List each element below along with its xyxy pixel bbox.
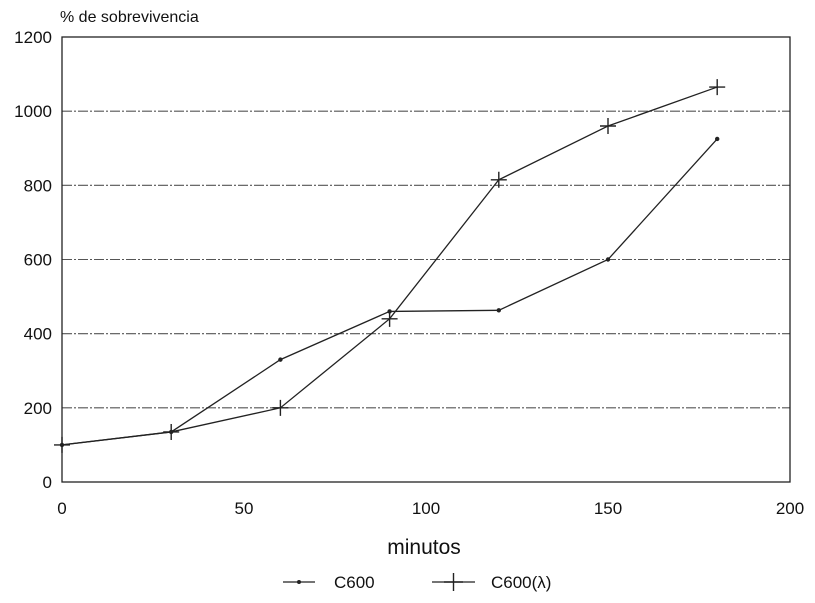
data-point-c600-lambda: [709, 79, 726, 96]
data-point-c600-lambda: [272, 399, 289, 416]
x-tick-label: 0: [57, 499, 66, 518]
dot-marker-icon: [297, 580, 301, 584]
data-point-c600: [496, 308, 501, 313]
data-point-c600-lambda: [54, 436, 70, 453]
y-tick-label: 600: [24, 251, 52, 270]
legend-item-c600-lambda: C600(λ): [432, 573, 551, 592]
y-tick-labels: 0 200 400 600 800 1000 1200: [14, 28, 52, 492]
legend-item-c600: C600: [283, 573, 375, 592]
data-point-c600: [605, 257, 611, 262]
y-axis-label: % de sobrevivencia: [60, 9, 199, 26]
legend: C600 C600(λ): [283, 573, 551, 592]
y-tick-label: 1000: [14, 102, 52, 121]
legend-label-c600: C600: [334, 573, 375, 592]
data-point-c600: [715, 136, 720, 142]
data-point-c600-lambda: [490, 171, 507, 188]
y-tick-label: 1200: [14, 28, 52, 47]
plus-marker-icon: [444, 573, 463, 591]
data-point-c600: [278, 357, 283, 362]
series-line-c600-lambda: [61, 86, 718, 446]
x-axis-label: minutos: [387, 536, 461, 559]
legend-label-c600-lambda: C600(λ): [491, 573, 551, 592]
y-tick-label: 200: [24, 399, 52, 418]
x-tick-label: 200: [776, 499, 804, 518]
y-tick-label: 800: [24, 176, 52, 195]
x-tick-labels: 0 50 100 150 200: [57, 499, 804, 518]
y-tick-label: 400: [24, 325, 52, 344]
data-point-c600-lambda: [600, 118, 616, 134]
y-tick-label: 0: [43, 473, 52, 492]
data-point-c600-lambda: [163, 423, 180, 440]
series-group: [54, 79, 726, 453]
x-tick-label: 100: [412, 499, 440, 518]
x-tick-label: 150: [594, 499, 622, 518]
data-point-c600-lambda: [381, 310, 398, 327]
grid-lines: [62, 110, 790, 409]
x-tick-label: 50: [235, 499, 254, 518]
plot-frame: [61, 36, 791, 483]
